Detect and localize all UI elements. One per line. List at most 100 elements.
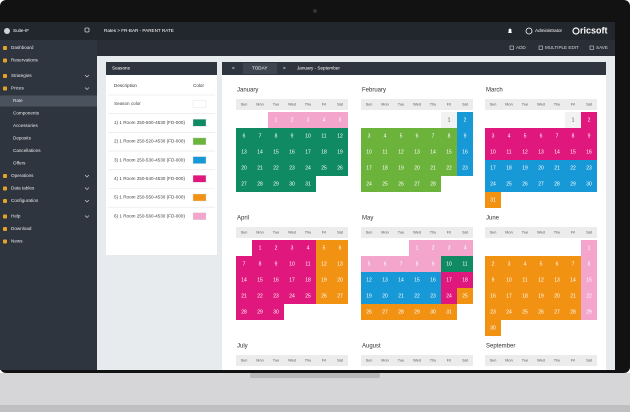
toolbar-button[interactable]: SAVE [596, 45, 608, 50]
season-label[interactable]: 3) 1 Room 250-530-4530 (FD-000) [114, 157, 185, 162]
sidebar-item[interactable]: Help [11, 214, 21, 219]
day-cell[interactable] [252, 144, 268, 160]
day-cell[interactable] [565, 256, 581, 272]
day-cell[interactable] [284, 176, 300, 192]
day-cell[interactable] [549, 160, 565, 176]
day-cell[interactable] [268, 144, 284, 160]
day-cell[interactable] [581, 240, 597, 256]
day-cell[interactable] [268, 176, 284, 192]
day-cell[interactable] [533, 176, 549, 192]
day-cell[interactable] [485, 176, 501, 192]
day-cell[interactable] [485, 144, 501, 160]
day-cell[interactable] [377, 272, 393, 288]
day-cell[interactable] [501, 160, 517, 176]
day-cell[interactable] [316, 256, 332, 272]
day-cell[interactable] [425, 240, 441, 256]
day-cell[interactable] [252, 176, 268, 192]
day-cell[interactable] [316, 240, 332, 256]
day-cell[interactable] [300, 128, 316, 144]
day-cell[interactable] [581, 256, 597, 272]
day-cell[interactable] [236, 176, 252, 192]
season-label[interactable]: 2) 1 Room 250-520-4530 (FD-000) [114, 139, 185, 144]
day-cell[interactable] [457, 144, 473, 160]
nav-button[interactable]: > [283, 66, 286, 71]
day-cell[interactable] [441, 304, 457, 320]
day-cell[interactable] [332, 256, 348, 272]
day-cell[interactable] [316, 288, 332, 304]
nav-button[interactable]: < [232, 66, 235, 71]
day-cell[interactable] [393, 256, 409, 272]
day-cell[interactable] [581, 272, 597, 288]
sidebar-item[interactable]: Components [13, 111, 40, 116]
day-cell[interactable] [300, 288, 316, 304]
day-cell[interactable] [549, 176, 565, 192]
day-cell[interactable] [549, 288, 565, 304]
day-cell[interactable] [393, 304, 409, 320]
sidebar-item[interactable]: Dashboard [11, 45, 34, 50]
day-cell[interactable] [409, 176, 425, 192]
day-cell[interactable] [236, 128, 252, 144]
nav-button[interactable]: TODAY [252, 66, 267, 71]
sidebar-item[interactable]: Download [11, 226, 32, 231]
day-cell[interactable] [425, 160, 441, 176]
day-cell[interactable] [565, 176, 581, 192]
day-cell[interactable] [501, 304, 517, 320]
day-cell[interactable] [409, 240, 425, 256]
day-cell[interactable] [409, 160, 425, 176]
day-cell[interactable] [268, 304, 284, 320]
day-cell[interactable] [425, 144, 441, 160]
day-cell[interactable] [316, 160, 332, 176]
day-cell[interactable] [565, 112, 581, 128]
day-cell[interactable] [581, 304, 597, 320]
day-cell[interactable] [485, 256, 501, 272]
day-cell[interactable] [377, 288, 393, 304]
day-cell[interactable] [501, 176, 517, 192]
day-cell[interactable] [425, 288, 441, 304]
day-cell[interactable] [501, 272, 517, 288]
day-cell[interactable] [409, 288, 425, 304]
day-cell[interactable] [581, 112, 597, 128]
day-cell[interactable] [361, 144, 377, 160]
day-cell[interactable] [268, 112, 284, 128]
day-cell[interactable] [549, 128, 565, 144]
day-cell[interactable] [565, 304, 581, 320]
day-cell[interactable] [300, 176, 316, 192]
day-cell[interactable] [284, 240, 300, 256]
day-cell[interactable] [300, 256, 316, 272]
day-cell[interactable] [332, 112, 348, 128]
day-cell[interactable] [284, 144, 300, 160]
day-cell[interactable] [332, 144, 348, 160]
day-cell[interactable] [316, 112, 332, 128]
day-cell[interactable] [268, 128, 284, 144]
day-cell[interactable] [549, 272, 565, 288]
day-cell[interactable] [581, 176, 597, 192]
day-cell[interactable] [252, 304, 268, 320]
day-cell[interactable] [377, 128, 393, 144]
day-cell[interactable] [377, 256, 393, 272]
toolbar-button[interactable]: ADD [516, 45, 526, 50]
day-cell[interactable] [565, 160, 581, 176]
day-cell[interactable] [533, 272, 549, 288]
day-cell[interactable] [441, 240, 457, 256]
sidebar-item[interactable]: Strategies [11, 73, 32, 78]
user[interactable]: Administrator [535, 28, 563, 33]
sidebar-item[interactable]: Data tables [11, 186, 35, 191]
day-cell[interactable] [501, 288, 517, 304]
day-cell[interactable] [457, 160, 473, 176]
day-cell[interactable] [501, 128, 517, 144]
day-cell[interactable] [441, 128, 457, 144]
day-cell[interactable] [361, 288, 377, 304]
day-cell[interactable] [252, 160, 268, 176]
day-cell[interactable] [549, 256, 565, 272]
day-cell[interactable] [409, 128, 425, 144]
day-cell[interactable] [517, 176, 533, 192]
day-cell[interactable] [300, 144, 316, 160]
day-cell[interactable] [581, 128, 597, 144]
day-cell[interactable] [332, 128, 348, 144]
day-cell[interactable] [361, 160, 377, 176]
day-cell[interactable] [425, 304, 441, 320]
day-cell[interactable] [517, 160, 533, 176]
day-cell[interactable] [300, 160, 316, 176]
day-cell[interactable] [361, 256, 377, 272]
day-cell[interactable] [441, 144, 457, 160]
